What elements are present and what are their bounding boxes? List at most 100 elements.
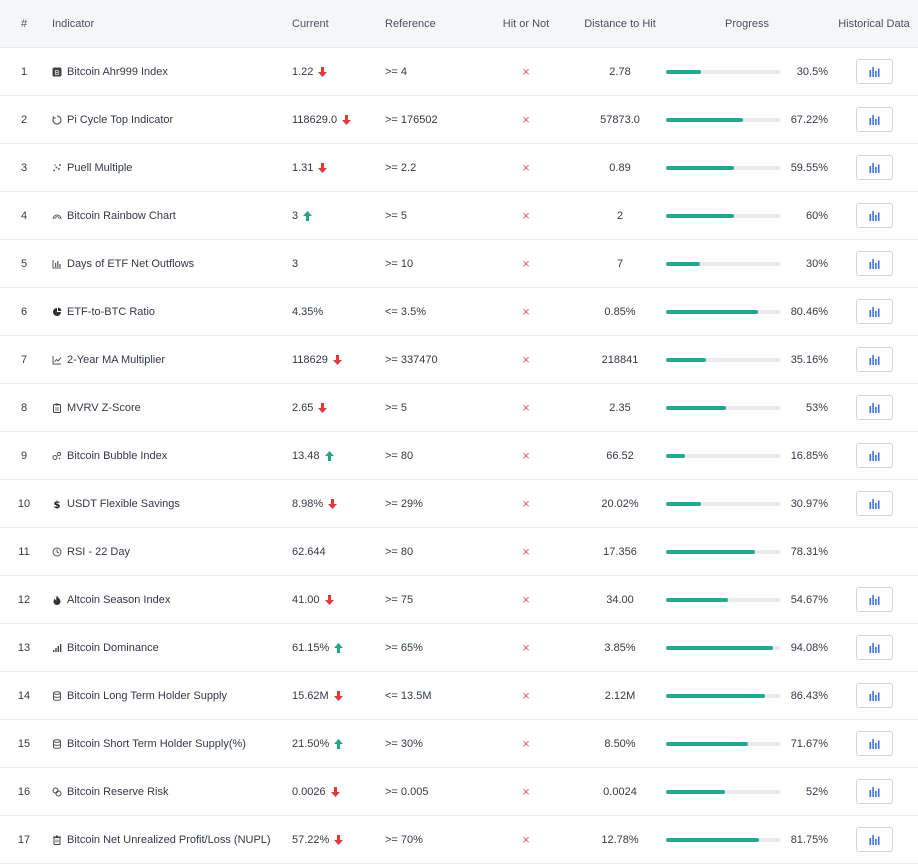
row-number: 5 (20, 257, 28, 270)
indicator-name-cell[interactable]: MVRV Z-Score (52, 384, 282, 431)
line-chart-icon (52, 355, 62, 365)
indicator-name-cell[interactable]: Bitcoin Net Unrealized Profit/Loss (NUPL… (52, 816, 282, 863)
flame-icon (52, 595, 62, 605)
reserve-icon (52, 787, 62, 797)
progress-label: 54.67% (790, 593, 828, 606)
reference-value: >= 75 (385, 593, 414, 606)
trend-down-icon (333, 690, 343, 701)
progress-bar (666, 741, 780, 746)
indicator-name-cell[interactable]: Bitcoin Dominance (52, 624, 282, 671)
indicator-name: Altcoin Season Index (67, 593, 171, 606)
historical-data-button[interactable] (855, 635, 893, 660)
trend-down-icon (318, 66, 328, 77)
current-value-cell: 3 (292, 192, 382, 239)
indicator-name-cell[interactable]: RSI - 22 Day (52, 528, 282, 575)
historical-data-button[interactable] (855, 683, 893, 708)
table-row: 12 Altcoin Season Index 41.00 >= 75 × 34.00 54… (0, 576, 918, 624)
indicator-name-cell[interactable]: ETF-to-BTC Ratio (52, 288, 282, 335)
historical-data-button[interactable] (855, 203, 893, 228)
indicator-name-cell[interactable]: Pi Cycle Top Indicator (52, 96, 282, 143)
col-reference-header: Reference (385, 17, 436, 30)
current-value-cell: 15.62M (292, 672, 382, 719)
historical-data-button[interactable] (855, 299, 893, 324)
bar-chart-icon (869, 306, 880, 317)
indicator-name: MVRV Z-Score (67, 401, 141, 414)
progress-label: 71.67% (790, 737, 828, 750)
progress-cell: 81.75% (666, 816, 828, 863)
indicator-name: Bitcoin Ahr999 Index (67, 65, 168, 78)
indicator-name: ETF-to-BTC Ratio (67, 305, 156, 318)
progress-label: 59.55% (790, 161, 828, 174)
historical-data-button[interactable] (855, 491, 893, 516)
trend-up-icon (303, 210, 313, 221)
progress-bar (666, 213, 780, 218)
indicator-name-cell[interactable]: Bitcoin Bubble Index (52, 432, 282, 479)
indicator-name: RSI - 22 Day (67, 545, 130, 558)
indicator-name-cell[interactable]: Bitcoin Short Term Holder Supply(%) (52, 720, 282, 767)
hit-status-cell: × (490, 816, 562, 863)
indicator-name-cell[interactable]: 2-Year MA Multiplier (52, 336, 282, 383)
current-value-cell: 0.0026 (292, 768, 382, 815)
table-row: 10 $ USDT Flexible Savings 8.98% >= 29% × 20.0… (0, 480, 918, 528)
miss-icon: × (522, 112, 530, 127)
col-indicator-header: Indicator (52, 17, 95, 30)
indicator-name-cell[interactable]: Days of ETF Net Outflows (52, 240, 282, 287)
historical-data-cell (830, 336, 918, 383)
bar-chart-icon (869, 402, 880, 413)
bar-chart-icon (869, 786, 880, 797)
col-hit-header: Hit or Not (502, 17, 550, 30)
miss-icon: × (522, 64, 530, 79)
progress-cell: 78.31% (666, 528, 828, 575)
pi-cycle-icon (52, 114, 62, 125)
current-value-cell: 4.35% (292, 288, 382, 335)
indicator-name-cell[interactable]: Bitcoin Long Term Holder Supply (52, 672, 282, 719)
current-value: 1.31 (292, 161, 314, 174)
bar-chart-icon (869, 594, 880, 605)
progress-cell: 30.5% (666, 48, 828, 95)
rainbow-icon (52, 211, 62, 221)
historical-data-button[interactable] (855, 587, 893, 612)
current-value-cell: 2.65 (292, 384, 382, 431)
indicator-name: Pi Cycle Top Indicator (67, 113, 174, 126)
historical-data-button[interactable] (855, 395, 893, 420)
indicator-name-cell[interactable]: Bitcoin Reserve Risk (52, 768, 282, 815)
current-value: 13.48 (292, 449, 320, 462)
distance-value: 34.00 (606, 593, 634, 606)
indicator-name: 2-Year MA Multiplier (67, 353, 166, 366)
indicator-name: Bitcoin Reserve Risk (67, 785, 169, 798)
indicator-name-cell[interactable]: Bitcoin Rainbow Chart (52, 192, 282, 239)
table-row: 8 MVRV Z-Score 2.65 >= 5 × 2.35 53% (0, 384, 918, 432)
row-number: 8 (20, 401, 28, 414)
distance-value: 0.89 (609, 161, 631, 174)
bar-chart-icon (869, 162, 880, 173)
current-value-cell: 8.98% (292, 480, 382, 527)
reference-value: >= 80 (385, 449, 414, 462)
current-value-cell: 57.22% (292, 816, 382, 863)
table-row: 11 RSI - 22 Day 62.644 >= 80 × 17.356 78.31% (0, 528, 918, 576)
historical-data-button[interactable] (855, 59, 893, 84)
progress-cell: 80.46% (666, 288, 828, 335)
current-value: 62.644 (292, 545, 326, 558)
reference-value: >= 2.2 (385, 161, 417, 174)
indicator-name-cell[interactable]: $ USDT Flexible Savings (52, 480, 282, 527)
historical-data-button[interactable] (855, 779, 893, 804)
historical-data-button[interactable] (855, 827, 893, 852)
indicator-name-cell[interactable]: B Bitcoin Ahr999 Index (52, 48, 282, 95)
historical-data-button[interactable] (855, 155, 893, 180)
clock-icon (52, 547, 62, 557)
historical-data-button[interactable] (855, 107, 893, 132)
current-value: 1.22 (292, 65, 314, 78)
current-value: 57.22% (292, 833, 330, 846)
indicator-name-cell[interactable]: Puell Multiple (52, 144, 282, 191)
reference-value: >= 337470 (385, 353, 438, 366)
miss-icon: × (522, 256, 530, 271)
indicator-name-cell[interactable]: Altcoin Season Index (52, 576, 282, 623)
progress-label: 78.31% (790, 545, 828, 558)
progress-cell: 54.67% (666, 576, 828, 623)
distance-value: 8.50% (604, 737, 636, 750)
historical-data-button[interactable] (855, 443, 893, 468)
historical-data-button[interactable] (855, 731, 893, 756)
historical-data-button[interactable] (855, 251, 893, 276)
col-num-header: # (20, 17, 28, 30)
historical-data-button[interactable] (855, 347, 893, 372)
